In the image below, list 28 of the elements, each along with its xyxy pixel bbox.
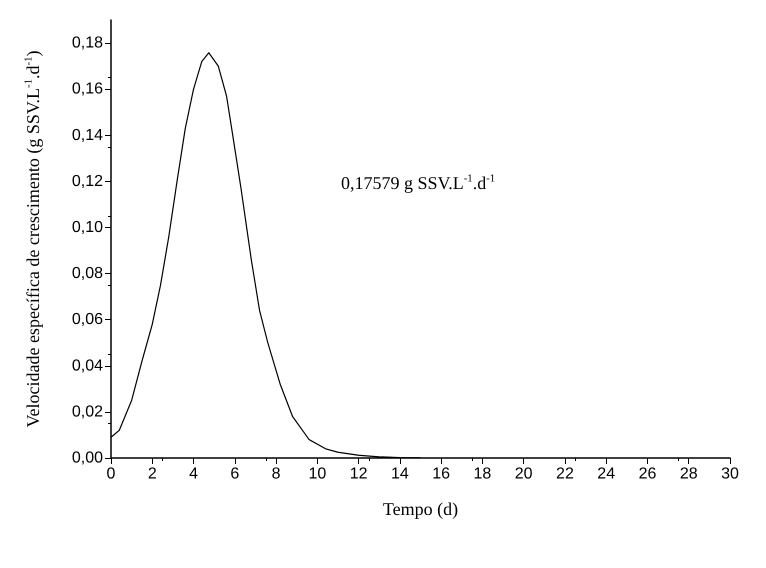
x-tick-label: 14 <box>390 466 409 482</box>
x-tick-label: 20 <box>514 466 533 482</box>
x-tick-label: 0 <box>106 466 116 482</box>
x-tick-label: 2 <box>148 466 157 482</box>
y-tick-label: 0,02 <box>72 403 104 420</box>
x-tick-label: 22 <box>556 466 574 482</box>
y-tick-label: 0,00 <box>72 450 104 466</box>
y-tick-label: 0,14 <box>72 126 104 144</box>
x-tick-label: 10 <box>308 466 326 482</box>
y-tick-label: 0,12 <box>72 172 104 190</box>
y-tick-label: 0,10 <box>72 218 104 236</box>
x-tick-label: 18 <box>474 466 492 482</box>
x-tick-label: 12 <box>350 466 368 482</box>
y-tick-label: 0,04 <box>72 357 104 374</box>
y-axis-title: Velocidade específica de crescimento (g SSV.L-1.d-1) <box>22 50 43 428</box>
y-tick-label: 0,08 <box>72 265 104 282</box>
y-tick-label: 0,16 <box>72 80 104 98</box>
y-tick-label: 0,06 <box>72 311 104 328</box>
x-tick-label: 30 <box>721 466 739 482</box>
x-tick-label: 26 <box>638 466 656 482</box>
x-tick-label: 16 <box>432 466 450 482</box>
x-tick-label: 8 <box>272 466 281 482</box>
y-tick-label: 0,18 <box>72 34 104 52</box>
x-tick-label: 24 <box>597 466 616 482</box>
x-tick-label: 28 <box>680 466 698 482</box>
x-tick-label: 6 <box>230 466 240 482</box>
x-axis-title: Tempo (d) <box>382 499 458 519</box>
x-tick-label: 4 <box>189 466 198 482</box>
